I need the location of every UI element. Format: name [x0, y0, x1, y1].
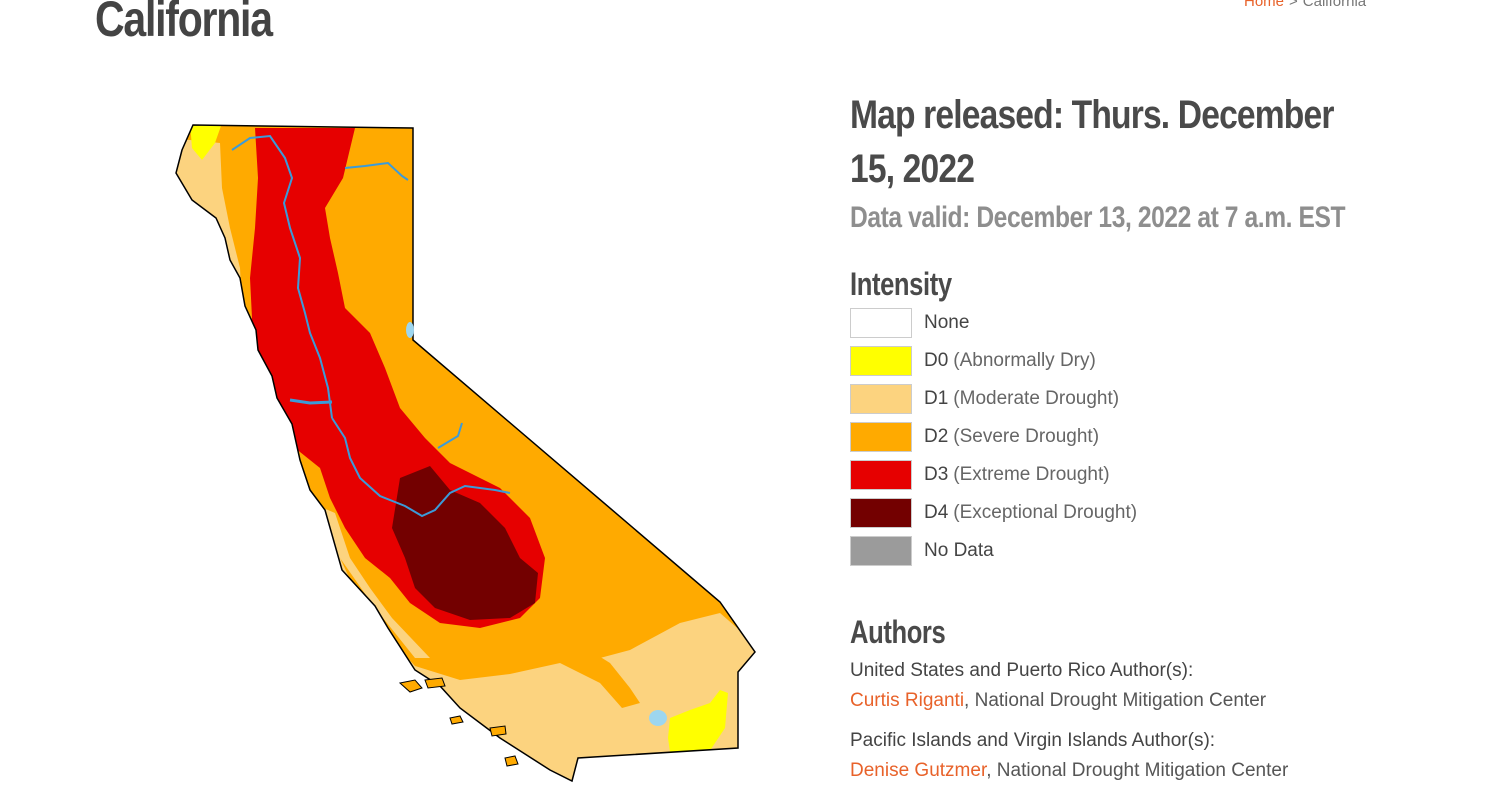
author-link[interactable]: Curtis Riganti: [850, 690, 965, 711]
legend-desc: (Exceptional Drought): [953, 502, 1138, 523]
legend-item-d3: D3 (Extreme Drought): [850, 456, 1470, 494]
author-org: , National Drought Mitigation Center: [986, 760, 1289, 781]
page-title: California: [95, 0, 273, 47]
legend-code: D4: [924, 502, 949, 523]
author-line: Denise Gutzmer, National Drought Mitigat…: [850, 756, 1470, 786]
author-line: Curtis Riganti, National Drought Mitigat…: [850, 686, 1470, 716]
sacramento-river: [231, 134, 333, 419]
drought-map: [160, 118, 770, 788]
east-tributary: [437, 422, 463, 449]
author-heading: United States and Puerto Rico Author(s):: [850, 660, 1194, 681]
d0-north-tip: [190, 125, 222, 160]
author-group-us: United States and Puerto Rico Author(s):…: [850, 656, 1470, 716]
legend-item-none: None: [850, 304, 1470, 342]
drought-map-svg: [175, 124, 756, 782]
map-released-date: Map released: Thurs. December 15, 2022: [850, 93, 1334, 191]
legend-code: D3: [924, 464, 949, 485]
info-panel: Map released: Thurs. December 15, 2022 D…: [850, 88, 1470, 786]
delta-channel: [289, 398, 333, 405]
author-heading: Pacific Islands and Virgin Islands Autho…: [850, 730, 1216, 751]
legend-swatch-d2: [850, 422, 912, 452]
legend-code: D1: [924, 388, 949, 409]
breadcrumb-home-link[interactable]: Home: [1244, 0, 1285, 10]
breadcrumb-current: California: [1302, 0, 1367, 10]
salton-sea: [649, 710, 667, 726]
data-valid-date: Data valid: December 13, 2022 at 7 a.m. …: [850, 201, 1346, 234]
lake-tahoe: [406, 322, 414, 338]
breadcrumb-separator: >: [1289, 0, 1298, 10]
legend-swatch-d4: [850, 498, 912, 528]
legend-swatch-d1: [850, 384, 912, 414]
san-joaquin-river: [331, 417, 511, 518]
legend-swatch-d0: [850, 346, 912, 376]
legend-swatch-none: [850, 308, 912, 338]
legend-item-d2: D2 (Severe Drought): [850, 418, 1470, 456]
legend-code: None: [924, 312, 970, 333]
d4-exceptional: [392, 466, 538, 620]
legend-desc: (Moderate Drought): [953, 388, 1120, 409]
breadcrumb: Home > California: [1244, 0, 1366, 10]
legend-swatch-no-data: [850, 536, 912, 566]
legend-item-d0: D0 (Abnormally Dry): [850, 342, 1470, 380]
legend-code: No Data: [924, 540, 994, 561]
legend-desc: (Abnormally Dry): [953, 350, 1096, 371]
legend-item-d1: D1 (Moderate Drought): [850, 380, 1470, 418]
legend-code: D0: [924, 350, 949, 371]
author-org: , National Drought Mitigation Center: [964, 690, 1267, 711]
klamath-river: [344, 161, 409, 181]
authors-title: Authors: [850, 614, 946, 650]
intensity-legend: None D0 (Abnormally Dry) D1 (Moderate Dr…: [850, 304, 1470, 570]
legend-desc: (Extreme Drought): [953, 464, 1110, 485]
legend-swatch-d3: [850, 460, 912, 490]
channel-islands: [398, 677, 519, 767]
legend-desc: (Severe Drought): [953, 426, 1100, 447]
legend-code: D2: [924, 426, 949, 447]
intensity-title: Intensity: [850, 266, 952, 302]
d2-south: [340, 558, 640, 708]
author-group-pacific: Pacific Islands and Virgin Islands Autho…: [850, 726, 1470, 786]
author-link[interactable]: Denise Gutzmer: [850, 760, 987, 781]
d0-southeast: [668, 690, 728, 766]
legend-item-d4: D4 (Exceptional Drought): [850, 494, 1470, 532]
legend-item-no-data: No Data: [850, 532, 1470, 570]
